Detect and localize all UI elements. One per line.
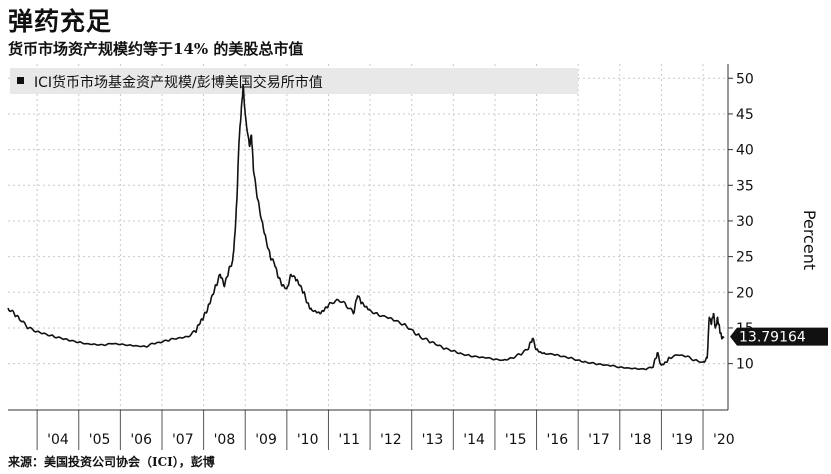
x-tick-label: '18 (630, 432, 652, 448)
x-tick-label: '14 (463, 432, 485, 448)
last-value-label: 13.79164 (739, 330, 806, 346)
axes (8, 64, 729, 450)
x-tick-label: '07 (172, 432, 194, 448)
x-tick-label: '19 (671, 432, 693, 448)
plot-area (8, 64, 728, 410)
x-tick-label: '06 (130, 432, 152, 448)
last-value-pointer (730, 327, 828, 346)
x-tick-label: '12 (380, 432, 402, 448)
x-tick-label: '09 (255, 432, 277, 448)
x-tick-label: '16 (547, 432, 569, 448)
x-tick-label: '04 (47, 432, 69, 448)
x-tick-labels: '04 '05 '06 '07 '08 '09 '10 '11 '12 '13 '14 '15 '16 '… (47, 432, 735, 448)
legend-label: ICI货币市场基金资产规模/彭博美国交易所市值 (34, 74, 323, 91)
last-value-marker: 13.79164 (730, 327, 828, 346)
chart-title: 弹药充足 (8, 7, 113, 36)
x-tick-label: '15 (505, 432, 527, 448)
x-tick-label: '20 (713, 432, 735, 448)
y-tick-label: 25 (736, 250, 754, 266)
series-line (7, 84, 725, 371)
y-tick-label: 10 (736, 357, 754, 373)
gridlines (8, 64, 728, 410)
chart-subtitle: 货币市场资产规模约等于14% 的美股总市值 (8, 40, 304, 58)
series-group (7, 84, 725, 371)
x-tick-label: '10 (297, 432, 319, 448)
x-tick-label: '08 (214, 432, 236, 448)
x-tick-label: '11 (338, 432, 360, 448)
source-note: 来源：美国投资公司协会（ICI），彭博 (8, 455, 215, 469)
y-tick-label: 50 (736, 71, 754, 87)
y-tick-label: 35 (736, 178, 754, 194)
x-tick-label: '17 (588, 432, 610, 448)
y-tick-label: 30 (736, 214, 754, 230)
y-tick-label: 20 (736, 285, 754, 301)
legend-swatch (17, 77, 24, 84)
y-axis-label: Percent (800, 210, 819, 270)
y-tick-label: 40 (736, 143, 754, 159)
y-tick-label: 45 (736, 107, 754, 123)
y-tick-labels: 101520253035404550 (728, 71, 754, 373)
x-tick-label: '05 (89, 432, 111, 448)
legend-box (10, 68, 578, 94)
x-tick-label: '13 (422, 432, 444, 448)
